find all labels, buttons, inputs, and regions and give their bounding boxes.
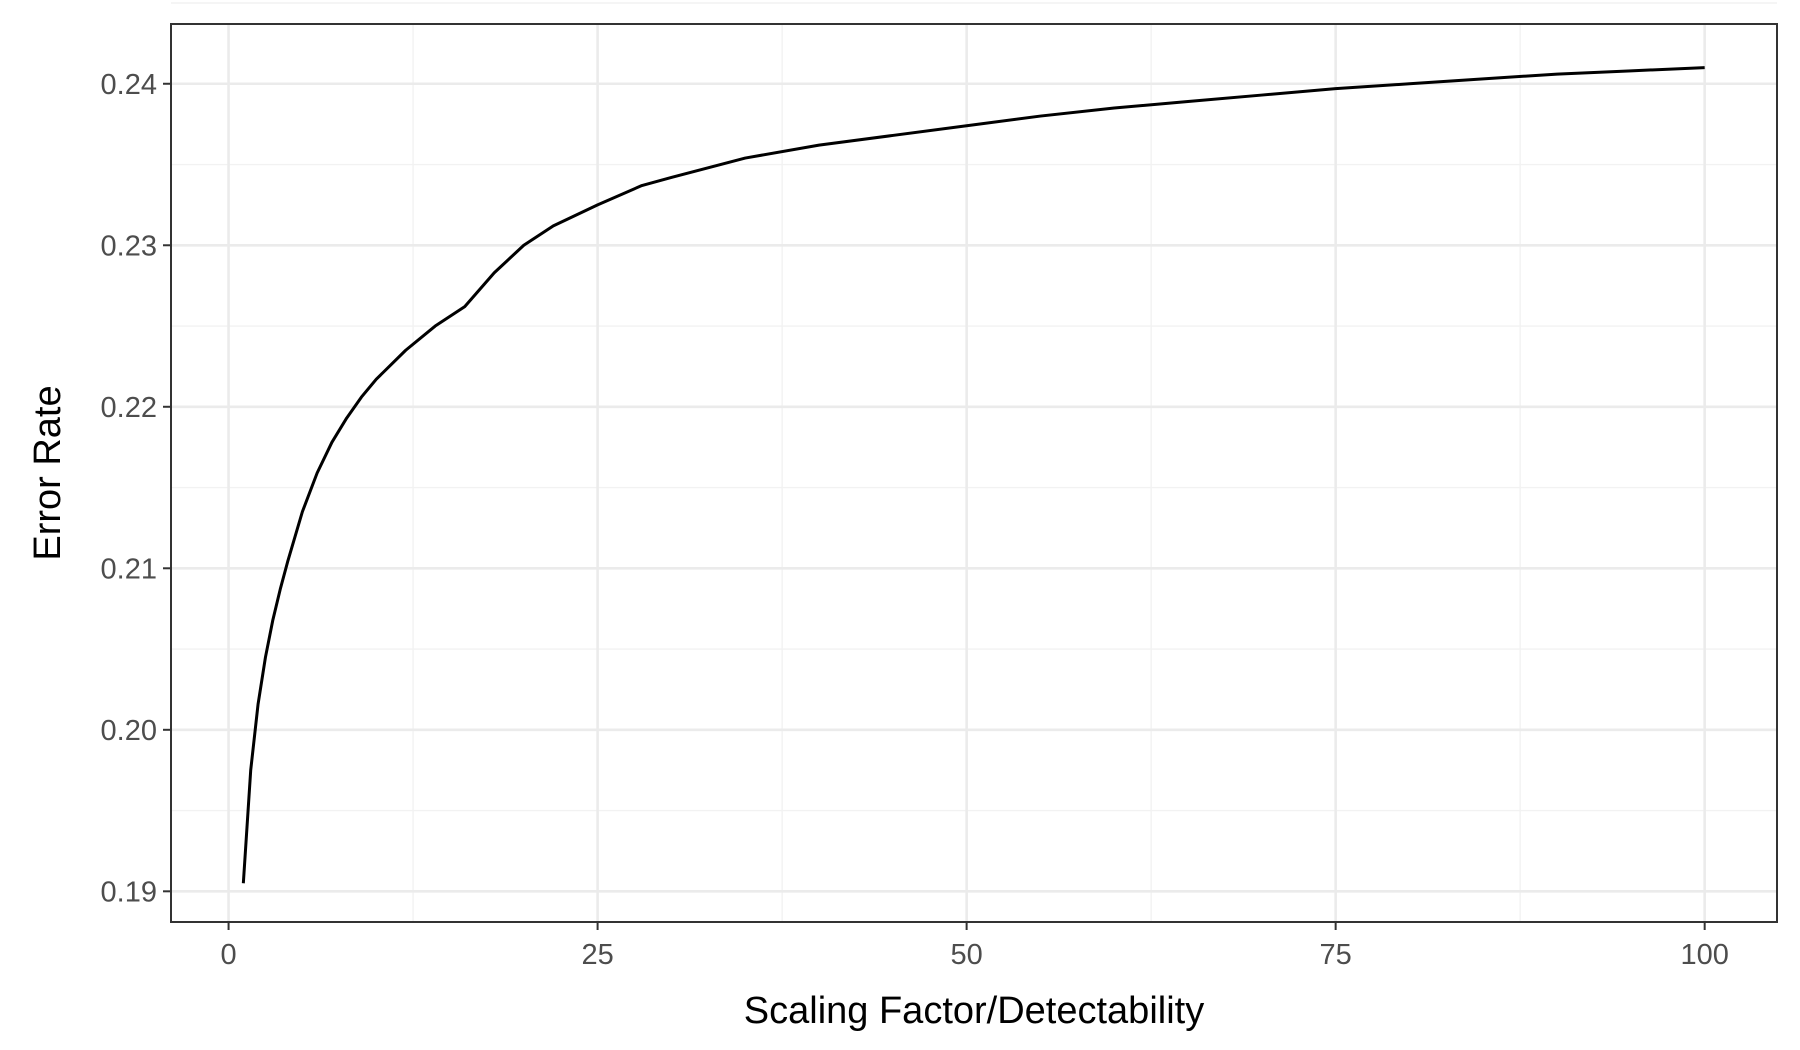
x-tick-label: 75 [1320,939,1352,971]
series-layer [241,66,1705,884]
y-tick-label: 0.20 [101,715,157,747]
panel-border [170,23,1778,923]
x-tick-labels: 0 25 50 75 100 [220,939,1728,971]
x-tick-label: 100 [1680,939,1728,971]
minor-gridlines [171,2,1777,922]
y-tick-label: 0.22 [101,392,157,424]
x-tick-label: 0 [220,939,236,971]
x-tick-label: 50 [950,939,982,971]
y-tick-label: 0.21 [101,553,157,585]
series-line [241,66,1705,884]
y-tick-label: 0.19 [101,876,157,908]
x-axis-title: Scaling Factor/Detectability [744,990,1204,1032]
y-tick-labels: 0.19 0.20 0.21 0.22 0.23 0.24 [101,69,157,909]
y-tick-label: 0.23 [101,230,157,262]
axis-ticks [163,82,1706,930]
x-tick-label: 25 [581,939,613,971]
major-gridlines [171,24,1777,922]
y-tick-label: 0.24 [101,69,157,101]
y-axis-title: Error Rate [27,385,69,560]
